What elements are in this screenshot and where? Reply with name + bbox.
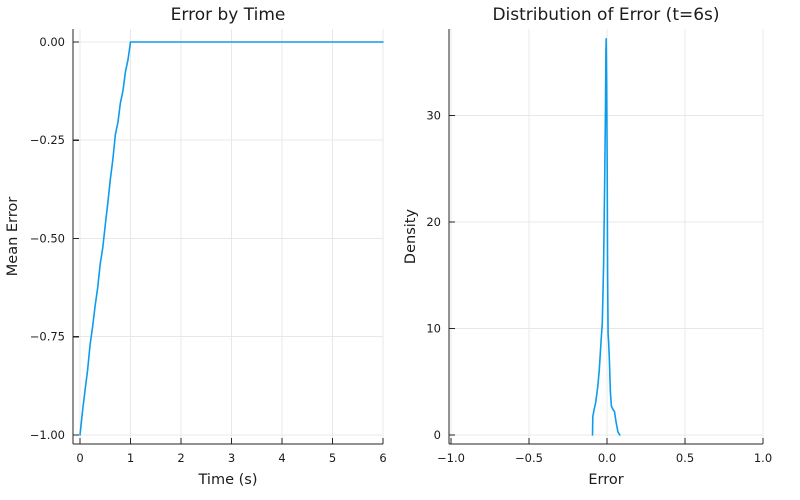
x-tick-label: 3 [228, 451, 235, 465]
x-tick-label: −1.0 [437, 451, 465, 465]
y-tick-label: −0.50 [30, 231, 65, 245]
y-tick-label: 30 [426, 108, 441, 122]
x-axis-label: Error [588, 472, 623, 488]
x-tick-label: 0.5 [676, 451, 694, 465]
x-tick-label: 5 [329, 451, 336, 465]
y-tick-label: 0 [434, 428, 441, 442]
y-tick-label: 0.00 [39, 35, 65, 49]
x-axis-label: Time (s) [198, 472, 258, 488]
x-tick-label: 4 [278, 451, 285, 465]
x-tick-label: 2 [177, 451, 184, 465]
x-tick-label: 0.0 [598, 451, 616, 465]
y-axis-label: Density [403, 209, 419, 265]
x-tick-label: 1 [127, 451, 134, 465]
chart-title: Error by Time [171, 5, 286, 25]
x-tick-label: 1.0 [754, 451, 772, 465]
y-tick-label: −0.25 [30, 133, 65, 147]
y-axis-label: Mean Error [5, 197, 21, 276]
y-tick-label: 10 [426, 321, 441, 335]
y-tick-label: −1.00 [30, 428, 65, 442]
data-line [79, 41, 384, 436]
y-tick-label: 20 [426, 215, 441, 229]
chart-title: Distribution of Error (t=6s) [492, 5, 719, 25]
data-line [591, 37, 621, 436]
y-tick-label: −0.75 [30, 330, 65, 344]
x-tick-label: 0 [76, 451, 83, 465]
x-tick-label: 6 [379, 451, 386, 465]
x-tick-label: −0.5 [515, 451, 543, 465]
